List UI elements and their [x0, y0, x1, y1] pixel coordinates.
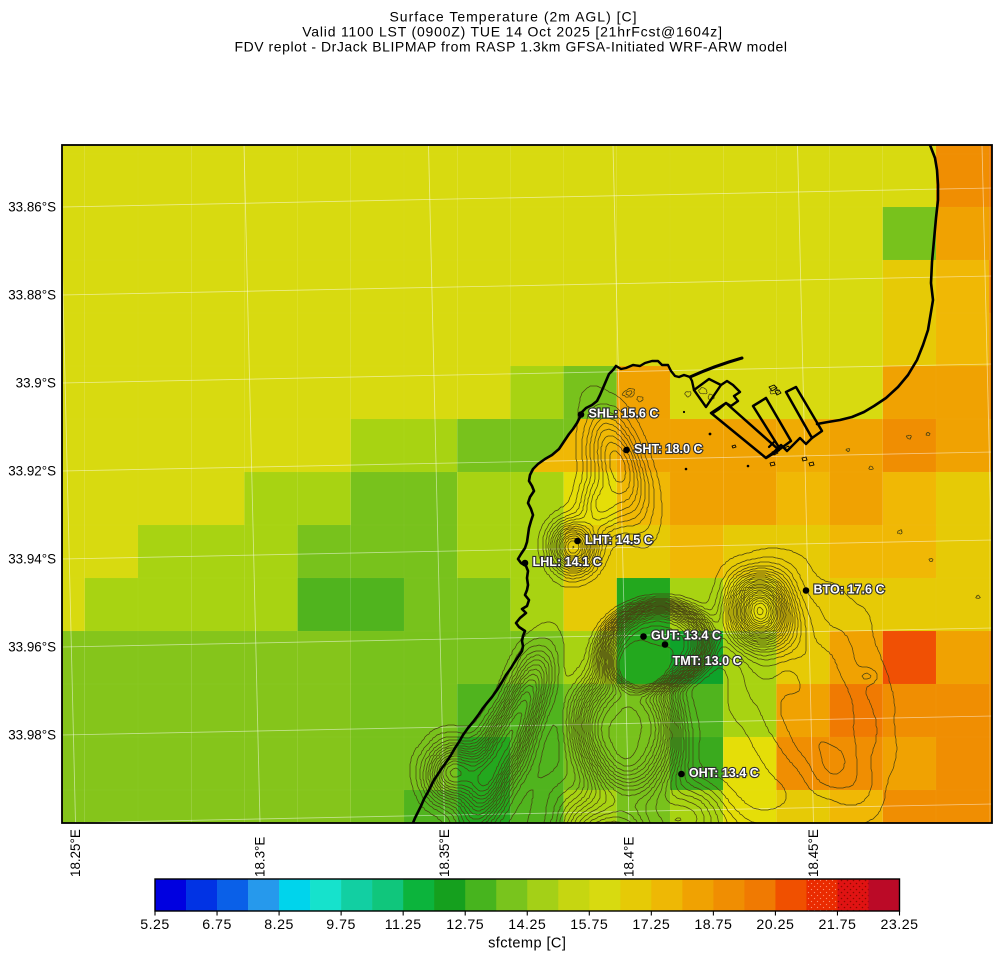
- svg-text:18.45°E: 18.45°E: [806, 829, 821, 877]
- svg-text:33.98°S: 33.98°S: [8, 728, 56, 743]
- svg-text:12.75: 12.75: [446, 917, 484, 933]
- svg-text:33.94°S: 33.94°S: [8, 552, 56, 567]
- svg-text:18.3°E: 18.3°E: [253, 837, 268, 877]
- svg-text:Valid 1100 LST (0900Z) TUE 14: Valid 1100 LST (0900Z) TUE 14 Oct 2025 […: [302, 23, 723, 39]
- svg-text:sfctemp [C]: sfctemp [C]: [488, 936, 566, 952]
- svg-text:17.25: 17.25: [632, 917, 670, 933]
- svg-text:OHT: 13.4 C: OHT: 13.4 C: [689, 766, 759, 780]
- svg-text:33.92°S: 33.92°S: [8, 464, 56, 479]
- svg-text:33.86°S: 33.86°S: [8, 200, 56, 215]
- svg-text:6.75: 6.75: [202, 917, 232, 933]
- svg-text:20.25: 20.25: [756, 917, 794, 933]
- svg-text:15.75: 15.75: [570, 917, 608, 933]
- svg-text:11.25: 11.25: [385, 917, 422, 933]
- svg-text:GUT: 13.4 C: GUT: 13.4 C: [651, 629, 721, 643]
- svg-text:LHL: 14.1 C: LHL: 14.1 C: [533, 555, 602, 569]
- svg-text:33.96°S: 33.96°S: [8, 640, 56, 655]
- svg-text:18.25°E: 18.25°E: [68, 829, 83, 877]
- svg-text:23.25: 23.25: [880, 917, 918, 933]
- svg-text:8.25: 8.25: [264, 917, 294, 933]
- svg-text:9.75: 9.75: [326, 917, 356, 933]
- svg-text:SHL: 15.6 C: SHL: 15.6 C: [589, 407, 659, 421]
- svg-text:BTO: 17.6 C: BTO: 17.6 C: [814, 583, 885, 597]
- svg-text:18.35°E: 18.35°E: [437, 829, 452, 877]
- svg-text:33.88°S: 33.88°S: [8, 288, 56, 303]
- svg-text:18.4°E: 18.4°E: [622, 837, 637, 877]
- svg-text:FDV replot - DrJack BLIPMAP fr: FDV replot - DrJack BLIPMAP from RASP 1.…: [234, 39, 787, 55]
- svg-text:SHT: 18.0 C: SHT: 18.0 C: [634, 442, 703, 456]
- svg-text:33.9°S: 33.9°S: [16, 376, 56, 391]
- svg-text:TMT: 13.0 C: TMT: 13.0 C: [673, 654, 742, 668]
- svg-text:LHT: 14.5 C: LHT: 14.5 C: [585, 533, 653, 547]
- svg-text:Surface Temperature (2m AGL) [: Surface Temperature (2m AGL) [C]: [389, 8, 637, 24]
- svg-text:14.25: 14.25: [508, 917, 546, 933]
- svg-text:21.75: 21.75: [818, 917, 856, 933]
- svg-text:5.25: 5.25: [140, 917, 170, 933]
- svg-text:18.75: 18.75: [694, 917, 732, 933]
